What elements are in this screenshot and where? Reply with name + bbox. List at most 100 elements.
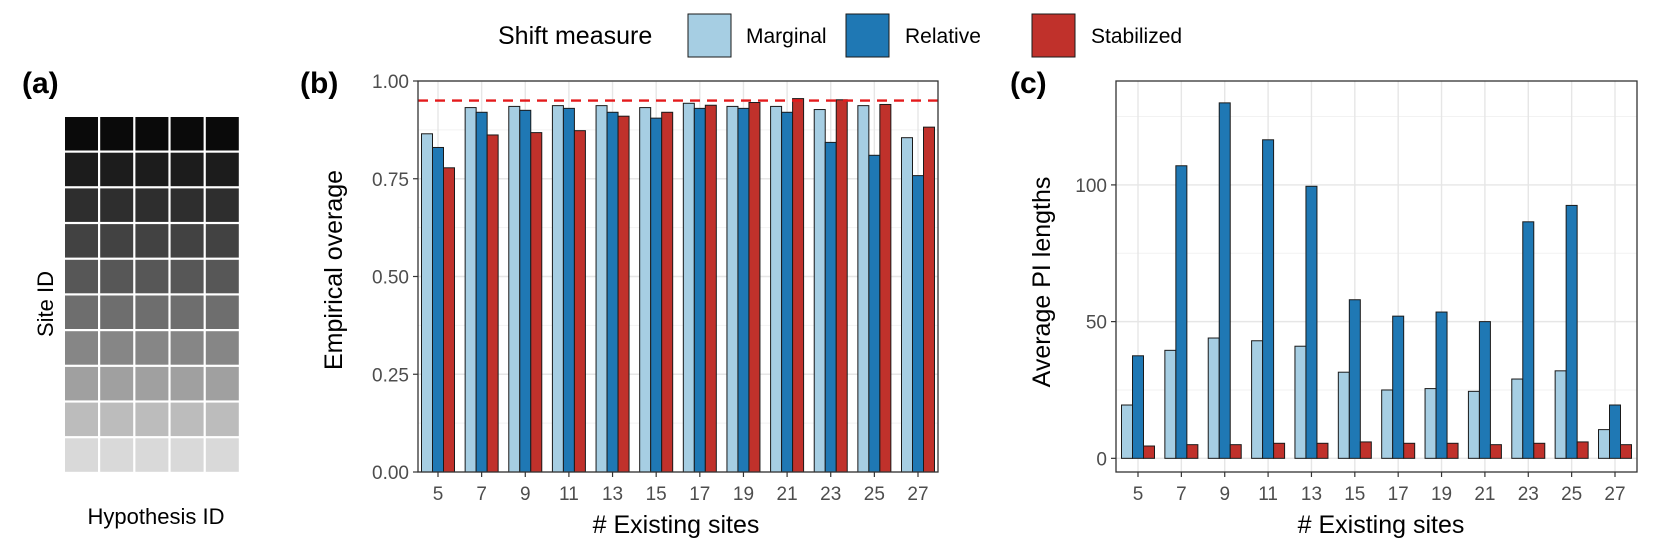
bar-relative-21: [1478, 321, 1491, 459]
x-tick-label: 21: [1474, 484, 1495, 505]
legend-title: Shift measure: [498, 22, 652, 50]
grid-cell-r4-c4: [170, 224, 204, 258]
x-tick-label: 7: [1176, 484, 1187, 505]
bar-marginal-5: [1121, 404, 1133, 459]
bar-relative-9: [519, 109, 532, 473]
legend-label-marginal: Marginal: [746, 25, 827, 48]
grid-cell-r7-c2: [100, 331, 134, 365]
bar-marginal-23: [813, 109, 826, 473]
bar-relative-19: [737, 107, 750, 473]
x-tick-label: 5: [1133, 484, 1144, 505]
bar-marginal-9: [508, 105, 521, 473]
bar-relative-19: [1435, 311, 1448, 459]
bar-stabilized-27: [1620, 444, 1632, 459]
x-tick-label: 27: [907, 484, 928, 505]
bar-marginal-21: [770, 105, 783, 473]
panel-c-chart: 0 50 100 5 7 9 11 13 15 17 19 21 23 25 27: [1075, 80, 1638, 505]
grid-cell-r7-c1: [65, 331, 98, 365]
grid-cell-r4-c1: [65, 224, 98, 258]
grid-cell-r5-c1: [65, 259, 98, 294]
bar-marginal-13: [595, 105, 608, 473]
bar-relative-7: [1175, 165, 1188, 459]
bar-marginal-19: [1424, 388, 1437, 459]
grid-cell-r3-c2: [100, 188, 134, 222]
x-tick-label: 15: [646, 484, 667, 505]
grid-cell-r3-c3: [135, 188, 169, 222]
x-tick-label: 9: [520, 484, 531, 505]
grid-cell-r7-c5: [205, 331, 239, 365]
grid-cell-r8-c4: [170, 366, 204, 401]
grid-cell-r10-c3: [135, 438, 169, 472]
bar-marginal-25: [1554, 370, 1567, 459]
x-tick-label: 19: [733, 484, 754, 505]
grid-cell-r9-c5: [205, 402, 239, 437]
bar-marginal-17: [1381, 389, 1394, 459]
legend-swatch-relative: [845, 13, 890, 58]
x-tick-label: 23: [1518, 484, 1539, 505]
bar-marginal-23: [1511, 378, 1524, 459]
grid-cell-r3-c5: [205, 188, 239, 222]
panel-a-letter: (a): [22, 67, 59, 100]
panel-a-grid: [65, 117, 239, 472]
bar-stabilized-7: [486, 134, 499, 473]
bar-stabilized-5: [443, 167, 455, 473]
bar-relative-5: [1132, 355, 1144, 459]
grid-cell-r9-c4: [170, 402, 204, 437]
bar-stabilized-23: [1533, 442, 1546, 459]
legend-swatch-marginal: [687, 13, 732, 58]
y-tick-label: 0.50: [372, 268, 409, 289]
grid-cell-r7-c3: [135, 331, 169, 365]
bar-relative-25: [1565, 204, 1578, 459]
x-tick-label: 19: [1431, 484, 1452, 505]
x-tick-label: 25: [864, 484, 885, 505]
bar-stabilized-27: [923, 126, 935, 473]
y-tick-label: 0.25: [372, 365, 409, 386]
bar-relative-17: [693, 107, 706, 473]
grid-cell-r5-c5: [205, 259, 239, 294]
panel-b-xlabel: # Existing sites: [593, 511, 760, 539]
bar-stabilized-5: [1143, 445, 1155, 459]
bar-marginal-27: [901, 137, 913, 473]
panel-a-ylabel: Site ID: [33, 271, 58, 337]
x-tick-label: 25: [1561, 484, 1582, 505]
grid-cell-r6-c3: [135, 295, 169, 329]
panel-b-ylabel: Empirical overage: [320, 170, 348, 370]
panel-c-xlabel: # Existing sites: [1298, 511, 1465, 539]
bar-stabilized-21: [1489, 444, 1502, 459]
grid-cell-r5-c3: [135, 259, 169, 294]
bar-relative-17: [1392, 315, 1405, 459]
grid-cell-r1-c4: [170, 117, 204, 151]
bar-stabilized-15: [661, 111, 674, 473]
bar-stabilized-7: [1186, 444, 1199, 459]
bar-relative-23: [1522, 221, 1535, 459]
grid-cell-r8-c3: [135, 366, 169, 401]
y-tick-label: 100: [1075, 176, 1107, 197]
bar-relative-11: [1262, 139, 1275, 459]
x-tick-label: 17: [1388, 484, 1409, 505]
x-tick-label: 7: [476, 484, 487, 505]
bar-relative-27: [912, 175, 924, 473]
grid-cell-r10-c2: [100, 438, 134, 472]
bar-stabilized-23: [835, 99, 848, 473]
bar-stabilized-9: [1229, 444, 1242, 459]
grid-cell-r10-c5: [205, 438, 239, 472]
bar-stabilized-9: [530, 132, 543, 473]
grid-cell-r2-c3: [135, 152, 169, 187]
bar-relative-13: [1305, 185, 1318, 459]
panel-c-ylabel: Average PI lengths: [1028, 177, 1056, 388]
bar-relative-27: [1609, 404, 1621, 459]
x-tick-label: 15: [1344, 484, 1365, 505]
grid-cell-r3-c1: [65, 188, 98, 222]
grid-cell-r2-c2: [100, 152, 134, 187]
bar-relative-25: [868, 154, 881, 473]
bar-marginal-27: [1598, 429, 1610, 459]
legend-label-stabilized: Stabilized: [1091, 25, 1182, 48]
bar-marginal-9: [1207, 337, 1220, 459]
grid-cell-r2-c5: [205, 152, 239, 187]
x-tick-label: 13: [1301, 484, 1322, 505]
bar-relative-11: [562, 107, 575, 473]
x-tick-label: 11: [1258, 484, 1278, 505]
grid-cell-r9-c1: [65, 402, 98, 437]
y-tick-label: 0.75: [372, 170, 409, 191]
